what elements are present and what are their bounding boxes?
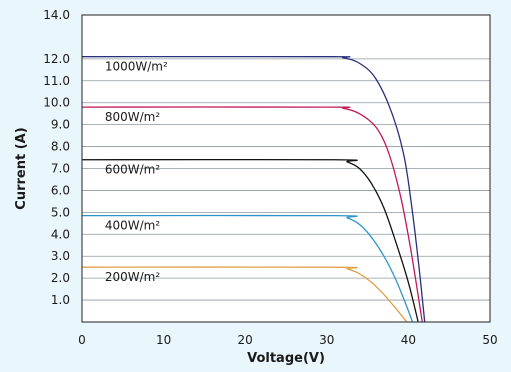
curve-label: 600W/m² [105,163,161,177]
y-tick-label: 6.0 [51,183,70,197]
grid-layer [82,14,490,322]
y-tick-label: 12.0 [43,52,70,66]
x-axis-title: Voltage(V) [247,351,325,366]
series-curve [81,214,414,323]
curve-label: 800W/m² [105,110,161,124]
curve-label: 400W/m² [105,219,161,233]
y-tick-label: 7.0 [51,162,70,176]
plot-border [81,14,491,323]
x-tick-label: 40 [401,333,416,347]
y-tick-label: 3.0 [51,249,70,263]
y-axis-title: Current (A) [14,127,29,209]
curve-label: 200W/m² [105,270,161,284]
x-tick-label: 50 [482,333,497,347]
y-tick-labels: 14.0 12.0 11.0 10.0 9.0 8.0 7.0 6.0 5.0 4.0 3.0 2.0… [43,8,70,307]
y-tick-label: 4.0 [51,227,70,241]
x-tick-label: 30 [319,333,334,347]
curve-labels: 1000W/m² 800W/m² 600W/m² 400W/m² 200W/m² [105,60,168,285]
y-tick-label: 10.0 [43,96,70,110]
y-tick-label: 5.0 [51,205,70,219]
y-tick-label: 1.0 [51,293,70,307]
y-tick-label: 14.0 [43,8,70,22]
plot-frame [81,14,491,323]
series-curve [81,106,423,323]
series-curve [81,55,426,323]
y-tick-label: 2.0 [51,271,70,285]
series-layer [81,55,426,323]
series-curve [81,158,419,323]
x-tick-label: 20 [238,333,253,347]
y-tick-label: 11.0 [43,74,70,88]
series-curve [81,266,408,323]
curve-label: 1000W/m² [105,60,168,74]
x-tick-labels: 0 10 20 30 40 50 [78,333,497,347]
x-tick-label: 10 [156,333,171,347]
y-tick-label: 8.0 [51,140,70,154]
x-tick-label: 0 [78,333,86,347]
y-tick-label: 9.0 [51,118,70,132]
